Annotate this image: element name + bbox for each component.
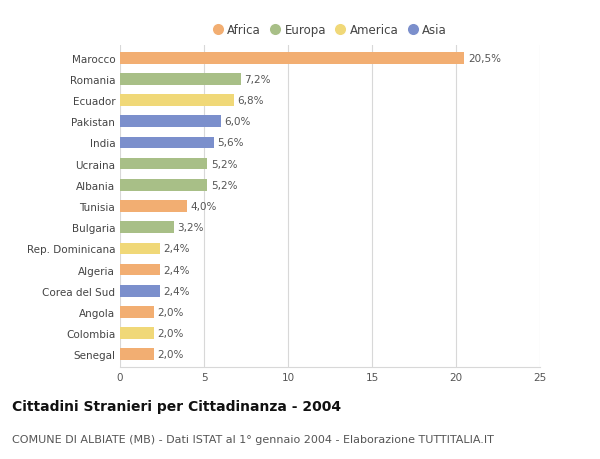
Bar — [120, 264, 160, 276]
Text: Cittadini Stranieri per Cittadinanza - 2004: Cittadini Stranieri per Cittadinanza - 2… — [12, 399, 341, 413]
Text: 7,2%: 7,2% — [244, 75, 271, 85]
Bar — [120, 307, 154, 318]
Text: 2,4%: 2,4% — [164, 244, 190, 254]
Bar — [120, 285, 160, 297]
Legend: Africa, Europa, America, Asia: Africa, Europa, America, Asia — [208, 20, 452, 42]
Bar — [120, 243, 160, 255]
Bar — [120, 179, 208, 191]
Bar — [120, 116, 221, 128]
Bar — [120, 95, 234, 106]
Text: 2,0%: 2,0% — [157, 328, 184, 338]
Bar — [120, 158, 208, 170]
Text: 5,6%: 5,6% — [217, 138, 244, 148]
Bar — [120, 328, 154, 339]
Text: 3,2%: 3,2% — [177, 223, 203, 233]
Text: 5,2%: 5,2% — [211, 180, 237, 190]
Text: 5,2%: 5,2% — [211, 159, 237, 169]
Bar — [120, 74, 241, 85]
Bar — [120, 53, 464, 64]
Bar — [120, 349, 154, 360]
Bar — [120, 137, 214, 149]
Text: 6,8%: 6,8% — [238, 96, 264, 106]
Text: 2,0%: 2,0% — [157, 307, 184, 317]
Text: 2,4%: 2,4% — [164, 265, 190, 275]
Text: 6,0%: 6,0% — [224, 117, 251, 127]
Bar — [120, 201, 187, 213]
Text: COMUNE DI ALBIATE (MB) - Dati ISTAT al 1° gennaio 2004 - Elaborazione TUTTITALIA: COMUNE DI ALBIATE (MB) - Dati ISTAT al 1… — [12, 434, 494, 444]
Text: 2,0%: 2,0% — [157, 349, 184, 359]
Text: 20,5%: 20,5% — [468, 54, 501, 64]
Text: 2,4%: 2,4% — [164, 286, 190, 296]
Text: 4,0%: 4,0% — [191, 202, 217, 212]
Bar — [120, 222, 174, 234]
